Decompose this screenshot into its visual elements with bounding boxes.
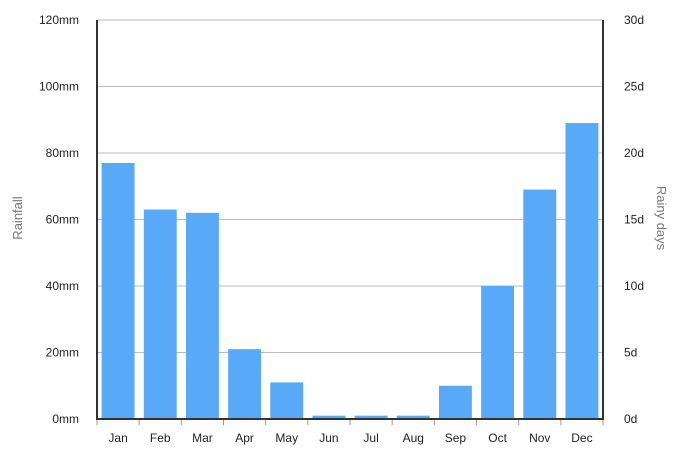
x-tick-label: Jul [363,431,378,445]
bar-jul [354,415,388,419]
y2-tick-label: 25d [624,80,644,94]
x-tick-label: Jan [108,431,127,445]
bars [101,123,599,419]
bar-jan [101,162,135,419]
y2-tick-label: 5d [624,346,637,360]
y2-tick-label: 20d [624,146,644,160]
x-tick-label: May [275,431,298,445]
x-axis-tick-labels: Jan Feb Mar Apr May Jun Jul Aug Sep Oct Nov Dec [108,431,592,445]
y2-axis-title: Rainy days [654,186,669,251]
bar-aug [396,415,430,419]
y2-tick-label: 10d [624,279,644,293]
x-tick-label: Apr [235,431,254,445]
bar-nov [523,189,557,419]
x-tick-label: Oct [488,431,507,445]
axes [96,20,604,425]
bar-apr [228,349,262,419]
y2-tick-label: 30d [624,13,644,27]
y-tick-label: 60mm [46,213,79,227]
y-axis-title: Rainfall [10,196,25,239]
x-tick-label: Sep [445,431,467,445]
bar-feb [143,209,177,419]
x-tick-label: Feb [150,431,171,445]
x-tick-label: Aug [403,431,424,445]
y2-axis-tick-labels: 0d 5d 10d 15d 20d 25d 30d [624,13,644,426]
y-tick-label: 20mm [46,346,79,360]
y2-tick-label: 0d [624,412,637,426]
bar-jun [312,415,346,419]
x-tick-label: Mar [192,431,213,445]
y2-tick-label: 15d [624,213,644,227]
bar-may [270,382,304,419]
bar-mar [185,212,219,419]
gridlines [97,19,603,353]
x-tick-label: Nov [529,431,550,445]
y-axis-tick-labels: 0mm 20mm 40mm 60mm 80mm 100mm 120mm [39,13,79,426]
bar-dec [565,123,599,419]
y-tick-label: 40mm [46,279,79,293]
y-tick-label: 100mm [39,80,79,94]
bar-oct [481,286,515,419]
y-tick-label: 120mm [39,13,79,27]
y-tick-label: 0mm [52,412,79,426]
x-tick-label: Dec [571,431,592,445]
y-tick-label: 80mm [46,146,79,160]
bar-sep [438,385,472,419]
x-tick-label: Jun [319,431,338,445]
